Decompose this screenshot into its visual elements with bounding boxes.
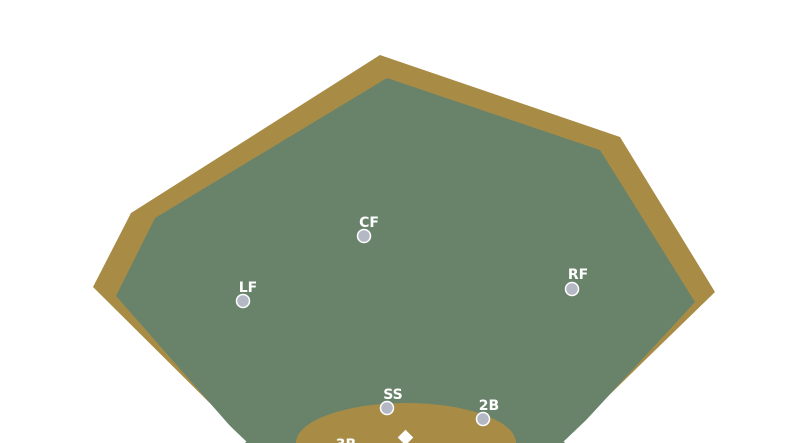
position-label-ss: SS [383,387,403,403]
player-marker-cf[interactable] [356,228,372,244]
infield-dirt [296,403,516,443]
outfield-grass [116,78,695,443]
position-label-lf: LF [239,280,257,296]
position-label-2b: 2B [479,398,499,414]
player-lf[interactable]: LF [235,280,258,309]
left-foul-line [88,293,247,443]
right-foul-line [563,295,720,443]
player-cf[interactable]: CF [356,215,379,244]
position-label-rf: RF [568,267,588,283]
player-marker-ss[interactable] [379,400,395,416]
player-marker-lf[interactable] [235,293,251,309]
player-marker-rf[interactable] [564,281,580,297]
player-2b[interactable]: 2B [475,398,500,427]
player-rf[interactable]: RF [564,267,589,297]
position-label-3b: 3B [336,437,356,443]
player-marker-2b[interactable] [475,411,491,427]
player-3b[interactable]: 3B [336,437,356,443]
position-label-cf: CF [359,215,379,231]
player-ss[interactable]: SS [379,387,403,416]
